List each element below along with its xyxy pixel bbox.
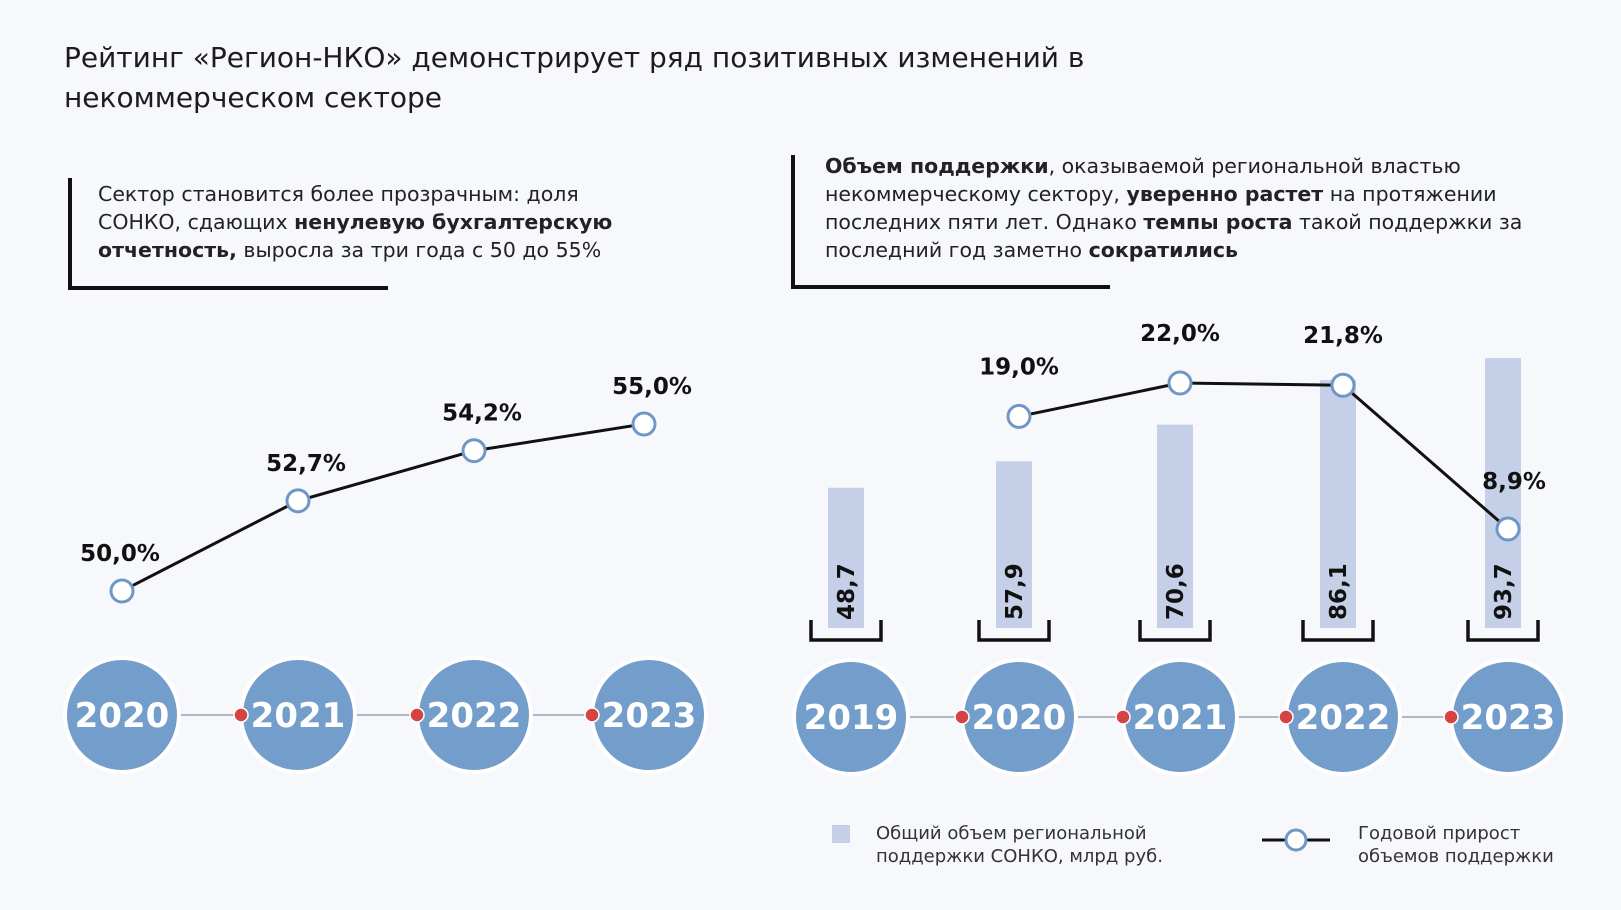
data-label: 8,9%: [1482, 469, 1546, 495]
legend-bar-label: Общий объем региональной поддержки СОНКО…: [876, 823, 1163, 867]
line-marker: [461, 438, 487, 464]
year-circle: [63, 656, 181, 774]
legend-line-label: Годовой прирост объемов поддержки: [1358, 823, 1554, 867]
x-tick-label: 2019: [804, 698, 899, 738]
line-marker: [1330, 372, 1356, 398]
line-marker: [109, 578, 135, 604]
note-right: Объем поддержки, оказываемой регионально…: [825, 152, 1525, 264]
line-marker: [631, 411, 657, 437]
note-text: такой поддержки за последний год заметно: [825, 210, 1523, 262]
line-marker: [1006, 403, 1032, 429]
bar: [1485, 358, 1521, 628]
note-text: Сектор становится более прозрачным: доля…: [98, 182, 579, 234]
note-text: на протяжении последних пяти лет. Однако: [825, 182, 1497, 234]
x-tick-label: 2023: [1461, 698, 1556, 738]
line-marker: [1495, 516, 1521, 542]
data-label: 21,8%: [1303, 323, 1383, 349]
bar-label: 70,6: [1163, 563, 1189, 620]
x-tick-label: 2023: [602, 696, 697, 736]
bar: [996, 461, 1032, 628]
x-tick-label: 2021: [1133, 698, 1228, 738]
note-text: темпы роста: [1143, 210, 1293, 234]
line-marker: [285, 488, 311, 514]
bar: [1157, 424, 1193, 628]
note-left: Сектор становится более прозрачным: доля…: [98, 180, 658, 264]
x-tick-label: 2022: [427, 696, 522, 736]
connector-dot: [954, 709, 970, 725]
data-label: 55,0%: [612, 374, 692, 400]
note-text: выросла за три года с 50 до 55%: [236, 238, 602, 262]
line: [1018, 381, 1509, 531]
bar-bracket: [809, 620, 883, 642]
legend-marker: [1284, 828, 1308, 852]
note-frame: [791, 155, 1110, 289]
note-text: ненулевую бухгалтерскую отчетность,: [98, 210, 613, 262]
x-tick-label: 2021: [251, 696, 346, 736]
note-text: уверенно растет: [1126, 182, 1324, 206]
line: [121, 422, 645, 593]
x-tick-label: 2020: [972, 698, 1067, 738]
legend-bar-swatch: [832, 825, 850, 843]
note-text: , оказываемой региональной властью неком…: [825, 154, 1461, 206]
page-title: Рейтинг «Регион-НКО» демонстрирует ряд п…: [64, 41, 1085, 114]
bar-bracket: [1301, 620, 1375, 642]
bar-bracket: [977, 620, 1051, 642]
connector-dot: [233, 707, 249, 723]
connector-dot: [584, 707, 600, 723]
bar-label: 57,9: [1002, 563, 1028, 620]
note-frame: [68, 178, 388, 290]
data-label: 22,0%: [1140, 321, 1220, 347]
bar-label: 48,7: [834, 563, 860, 620]
x-tick-label: 2020: [75, 696, 170, 736]
data-label: 19,0%: [979, 354, 1059, 380]
bar: [1320, 380, 1356, 628]
note-text: сократились: [1088, 238, 1239, 262]
connector-dot: [1443, 709, 1459, 725]
data-label: 54,2%: [442, 401, 522, 427]
connector-dot: [1115, 709, 1131, 725]
data-label: 52,7%: [266, 451, 346, 477]
line-marker: [1167, 370, 1193, 396]
connector-dot: [409, 707, 425, 723]
x-tick-label: 2022: [1296, 698, 1391, 738]
note-text: Объем поддержки: [825, 154, 1049, 178]
year-circle: [792, 658, 910, 776]
data-label: 50,0%: [80, 541, 160, 567]
bar-label: 86,1: [1326, 563, 1352, 620]
bar-label: 93,7: [1491, 563, 1517, 620]
bar: [828, 487, 864, 628]
connector-dot: [1278, 709, 1294, 725]
bar-bracket: [1138, 620, 1212, 642]
bar-bracket: [1466, 620, 1540, 642]
